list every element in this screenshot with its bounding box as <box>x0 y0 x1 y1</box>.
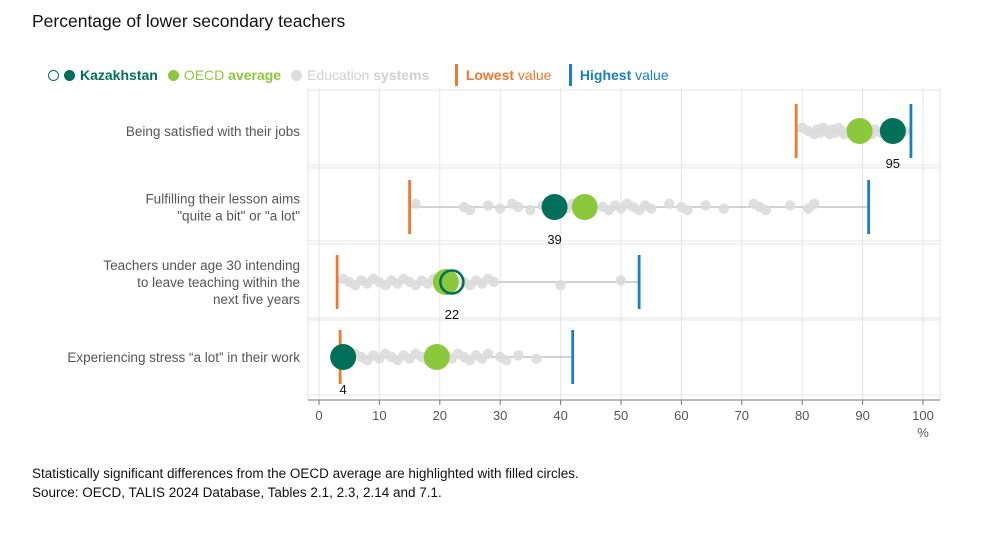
lowest-value-marker <box>335 255 339 309</box>
legend-lowest-bold: Lowest <box>465 67 515 83</box>
systems-circle-icon <box>291 69 303 81</box>
row-label: Teachers under age 30 intending <box>103 258 300 273</box>
legend-systems: Education systems <box>291 67 429 83</box>
oecd-average-point <box>423 344 450 370</box>
system-point <box>615 275 627 286</box>
footnote: Statistically significant differences fr… <box>32 464 579 502</box>
system-point <box>482 348 494 359</box>
footnote-significance: Statistically significant differences fr… <box>32 466 579 481</box>
system-point <box>525 205 536 216</box>
oecd-circle-icon <box>167 69 179 81</box>
x-tick-label: 50 <box>614 408 628 423</box>
system-point <box>495 203 506 214</box>
dot-plot-chart: 0 10 20 30 40 50 60 70 80 90 100% Being satisfied w… <box>67 88 941 440</box>
system-point <box>718 203 729 214</box>
legend-highest-rest: value <box>631 67 669 83</box>
x-tick-label: 10 <box>372 408 386 423</box>
hollow-circle-icon <box>48 69 59 81</box>
system-point <box>700 200 711 211</box>
oecd-average-point <box>571 194 598 220</box>
system-point <box>482 200 494 211</box>
row-label: next five years <box>213 292 300 307</box>
system-point <box>760 205 772 216</box>
row-label: Being satisfied with their jobs <box>126 124 300 139</box>
x-tick-label: 90 <box>855 408 869 423</box>
x-tick-label: 70 <box>735 408 749 423</box>
row-label: Fulfilling their lesson aims <box>145 192 300 207</box>
system-point <box>531 353 542 364</box>
lowest-value-marker <box>408 180 411 234</box>
row-label: "quite a bit" or "a lot" <box>177 209 300 224</box>
kazakhstan-point <box>439 269 465 295</box>
footnote-source: Source: OECD, TALIS 2024 Database, Table… <box>32 485 442 500</box>
kazakhstan-point <box>879 118 906 144</box>
legend: Kazakhstan OECD average Education system… <box>48 64 679 86</box>
system-point <box>682 205 693 216</box>
system-point <box>488 276 500 288</box>
x-tick-label: 0 <box>315 408 322 423</box>
oecd-average-point <box>846 118 873 144</box>
chart-title: Percentage of lower secondary teachers <box>32 11 346 31</box>
highest-value-marker <box>637 255 641 309</box>
x-tick-label: 100 <box>912 408 934 423</box>
x-axis-label: % <box>917 425 929 440</box>
row-label: to leave teaching within the <box>137 275 300 290</box>
legend-highest: Highest value <box>569 64 669 86</box>
row-label: Experiencing stress “a lot” in their wor… <box>67 350 300 365</box>
system-point <box>809 198 820 209</box>
legend-oecd-prefix: OECD <box>183 67 229 83</box>
x-tick-label: 80 <box>795 408 809 423</box>
system-point <box>410 198 421 209</box>
filled-circle-icon <box>64 69 75 81</box>
highest-value-marker <box>867 180 871 234</box>
system-point <box>664 198 675 209</box>
x-tick-label: 20 <box>433 408 447 423</box>
legend-edu-prefix: Education <box>307 67 374 83</box>
kazakhstan-point <box>330 344 357 370</box>
kazakhstan-value-label: 39 <box>547 232 561 247</box>
system-point <box>501 355 512 366</box>
kazakhstan-point <box>541 194 568 220</box>
x-tick-label: 60 <box>674 408 688 423</box>
legend-oecd-bold: average <box>228 67 282 83</box>
kazakhstan-value-label: 4 <box>340 382 347 397</box>
system-point <box>513 201 524 213</box>
system-point <box>646 203 657 214</box>
legend-kazakhstan: Kazakhstan <box>48 67 158 83</box>
system-point <box>464 205 476 216</box>
legend-kazakhstan-label: Kazakhstan <box>80 67 158 83</box>
kazakhstan-value-label: 22 <box>445 307 459 322</box>
lowest-bar-icon <box>455 64 458 86</box>
legend-oecd: OECD average <box>167 67 282 83</box>
legend-lowest-rest: value <box>514 67 552 83</box>
system-point <box>784 200 796 211</box>
highest-value-marker <box>909 104 913 158</box>
system-point <box>513 350 524 361</box>
highest-value-marker <box>571 330 575 384</box>
x-tick-label: 30 <box>493 408 507 423</box>
legend-lowest: Lowest value <box>455 64 551 86</box>
lowest-value-marker <box>794 104 798 158</box>
x-tick-label: 40 <box>553 408 567 423</box>
legend-edu-bold: systems <box>373 67 430 83</box>
kazakhstan-value-label: 95 <box>886 156 900 171</box>
legend-highest-bold: Highest <box>579 67 632 83</box>
highest-bar-icon <box>569 64 572 86</box>
system-point <box>555 280 566 291</box>
oecd-average-point <box>432 269 459 295</box>
